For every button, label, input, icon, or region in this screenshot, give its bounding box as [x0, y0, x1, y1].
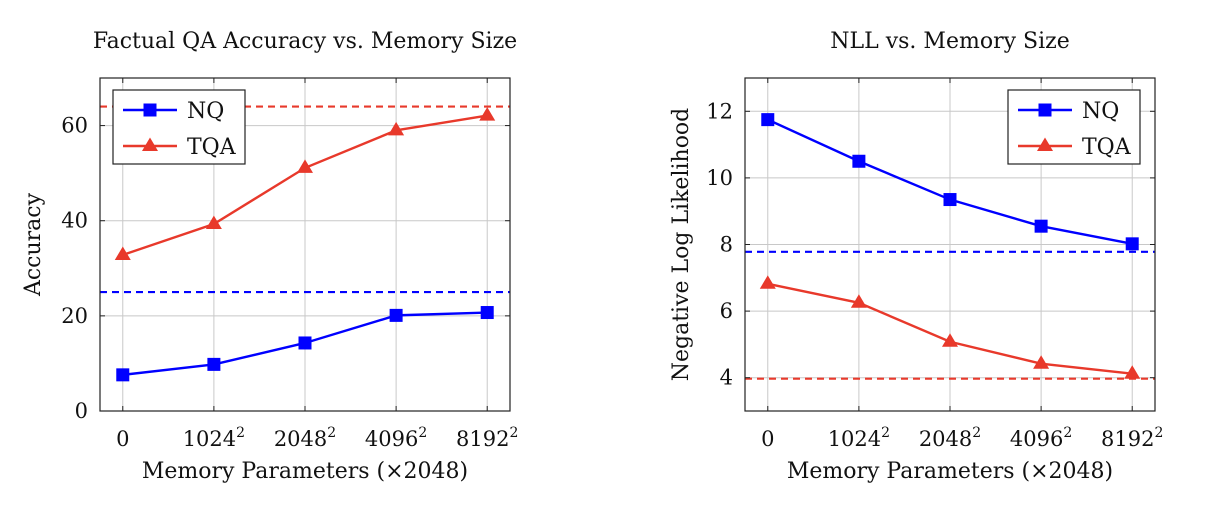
- chart-title: NLL vs. Memory Size: [830, 29, 1069, 54]
- legend: NQ TQA: [1007, 89, 1141, 165]
- x-tick-base: 1024: [828, 427, 881, 451]
- x-axis-label: Memory Parameters (×2048): [787, 459, 1113, 484]
- data-point-tqa: [1033, 355, 1050, 369]
- x-tick-label: 40962: [365, 425, 427, 451]
- x-tick-superscript: 2: [972, 425, 981, 441]
- y-axis-label: Negative Log Likelihood: [669, 108, 694, 382]
- y-tick-label: 12: [706, 99, 733, 123]
- y-tick-label: 40: [61, 209, 88, 233]
- y-tick-label: 10: [706, 166, 733, 190]
- legend-box: [112, 89, 246, 165]
- data-point-nq: [1034, 219, 1048, 233]
- x-tick-label: 20482: [919, 425, 981, 451]
- x-tick-label: 10242: [828, 425, 890, 451]
- y-tick-label: 4: [720, 366, 733, 390]
- series-tqa: [759, 275, 1141, 379]
- x-tick-base: 8192: [456, 427, 509, 451]
- data-point-tqa: [479, 107, 496, 121]
- legend-label-nq: NQ: [187, 99, 224, 124]
- data-point-nq: [761, 113, 775, 127]
- series-tqa: [114, 107, 496, 260]
- data-point-tqa: [850, 294, 867, 308]
- data-point-tqa: [941, 333, 959, 347]
- x-axis-label: Memory Parameters (×2048): [142, 459, 468, 484]
- x-tick-base: 4096: [1010, 427, 1063, 451]
- x-tick-base: 0: [761, 427, 774, 451]
- x-tick-superscript: 2: [1063, 425, 1072, 441]
- data-point-tqa: [205, 215, 222, 230]
- series-nq: [761, 113, 1139, 251]
- x-tick-label: 81922: [456, 425, 518, 451]
- y-tick-label: 6: [720, 299, 733, 323]
- data-point-tqa: [1124, 365, 1141, 379]
- x-tick-label: 0: [761, 427, 774, 451]
- x-tick-label: 40962: [1010, 425, 1072, 451]
- x-tick-base: 2048: [274, 427, 327, 451]
- data-point-nq: [207, 357, 221, 371]
- x-tick-label: 81922: [1101, 425, 1163, 451]
- data-point-nq: [116, 368, 130, 382]
- legend-marker-nq: [1038, 103, 1052, 117]
- data-point-tqa: [296, 159, 314, 173]
- x-tick-superscript: 2: [509, 425, 518, 441]
- data-point-nq: [1125, 237, 1139, 251]
- legend-box: [1007, 89, 1141, 165]
- y-axis-label: Accuracy: [21, 192, 46, 297]
- x-tick-superscript: 2: [881, 425, 890, 441]
- legend-marker-tqa: [141, 137, 159, 151]
- data-point-nq: [943, 193, 957, 207]
- x-tick-superscript: 2: [236, 425, 245, 441]
- legend-label-tqa: TQA: [187, 135, 237, 160]
- chart-1: Factual QA Accuracy vs. Memory Size 0 1024…: [21, 29, 518, 484]
- data-point-tqa: [388, 121, 405, 136]
- series-nq: [116, 306, 494, 382]
- legend: NQ TQA: [112, 89, 246, 165]
- legend-marker-tqa: [1036, 137, 1054, 151]
- x-tick-label: 10242: [183, 425, 245, 451]
- y-tick-label: 8: [720, 233, 733, 257]
- x-tick-base: 8192: [1101, 427, 1154, 451]
- chart-title: Factual QA Accuracy vs. Memory Size: [93, 29, 517, 54]
- x-tick-base: 2048: [919, 427, 972, 451]
- legend-label-nq: NQ: [1082, 99, 1119, 124]
- x-tick-base: 4096: [365, 427, 418, 451]
- data-point-nq: [298, 336, 312, 350]
- data-point-tqa: [114, 246, 131, 260]
- x-tick-superscript: 2: [327, 425, 336, 441]
- legend-marker-nq: [143, 103, 157, 117]
- data-point-nq: [480, 306, 494, 320]
- y-tick-label: 0: [75, 399, 88, 423]
- x-tick-label: 0: [116, 427, 129, 451]
- x-tick-label: 20482: [274, 425, 336, 451]
- y-tick-label: 20: [61, 304, 88, 328]
- x-tick-base: 1024: [183, 427, 236, 451]
- data-point-nq: [389, 308, 403, 322]
- x-tick-base: 0: [116, 427, 129, 451]
- x-tick-superscript: 2: [418, 425, 427, 441]
- legend-label-tqa: TQA: [1082, 135, 1132, 160]
- y-tick-label: 60: [61, 114, 88, 138]
- data-point-nq: [852, 154, 866, 168]
- x-tick-superscript: 2: [1154, 425, 1163, 441]
- data-point-tqa: [759, 275, 776, 289]
